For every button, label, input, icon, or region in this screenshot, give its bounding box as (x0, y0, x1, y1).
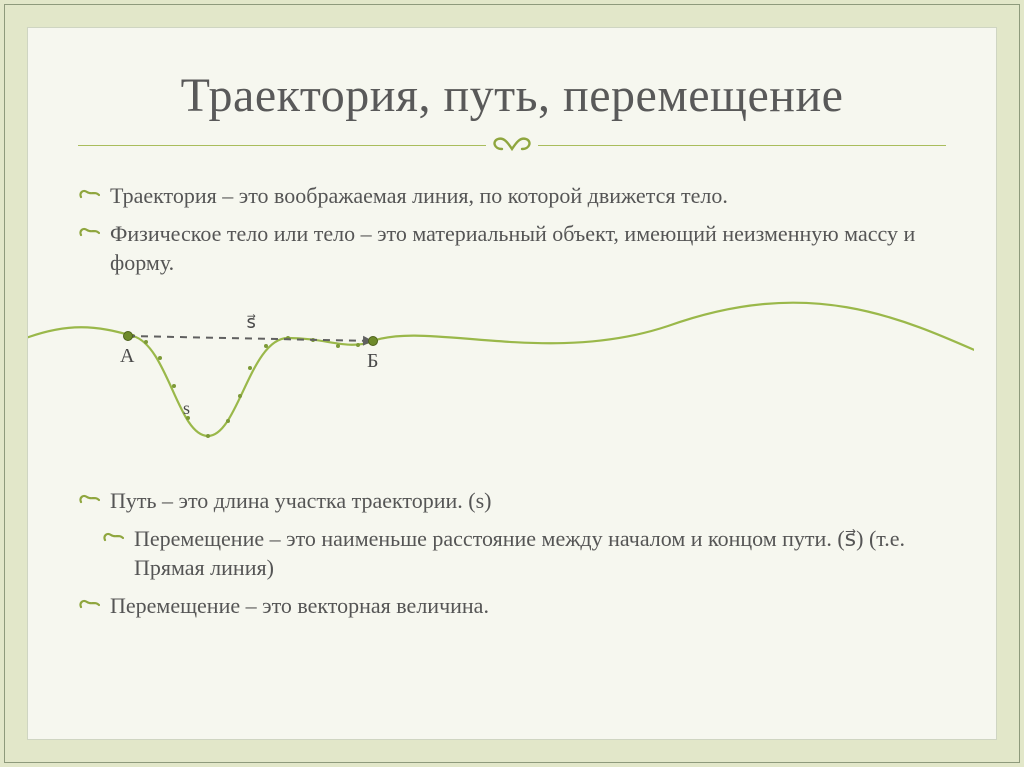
bullet-icon (78, 490, 100, 510)
trajectory-curve (28, 303, 974, 436)
title-divider (78, 131, 946, 159)
label-b: Б (367, 350, 378, 372)
slide-outer-frame: Траектория, путь, перемещение Траектория… (4, 4, 1020, 763)
list-item: Путь – это длина участка траектории. (s) (78, 486, 946, 516)
list-item: Физическое тело или тело – это материаль… (78, 219, 946, 278)
label-s-path: s (183, 398, 190, 418)
bullet-text: Перемещение – это векторная величина. (110, 591, 489, 621)
bullet-icon (78, 185, 100, 205)
slide-panel: Траектория, путь, перемещение Траектория… (27, 27, 997, 740)
page-title: Траектория, путь, перемещение (78, 68, 946, 123)
bullet-icon (78, 223, 100, 243)
list-item: Траектория – это воображаемая линия, по … (78, 181, 946, 211)
list-item: Перемещение – это векторная величина. (78, 591, 946, 621)
point-a-star (124, 332, 133, 341)
bullet-text: Перемещение – это наименьше расстояние м… (134, 524, 946, 583)
trajectory-diagram: А Б s⃗ s (28, 286, 996, 476)
divider-line-right (538, 145, 946, 146)
bullet-list-lower: Путь – это длина участка траектории. (s)… (78, 486, 946, 621)
point-b-star (369, 337, 378, 346)
curve-dots (131, 334, 375, 438)
bullet-icon (78, 595, 100, 615)
bullet-text: Траектория – это воображаемая линия, по … (110, 181, 728, 211)
label-s-vector: s⃗ (247, 312, 256, 332)
flourish-icon (486, 131, 538, 159)
bullet-text: Путь – это длина участка траектории. (s) (110, 486, 492, 516)
bullet-text: Физическое тело или тело – это материаль… (110, 219, 946, 278)
bullet-list: Траектория – это воображаемая линия, по … (78, 181, 946, 278)
bullet-icon (102, 528, 124, 548)
diagram-svg: А Б s⃗ s (28, 286, 974, 476)
divider-line-left (78, 145, 486, 146)
list-item: Перемещение – это наименьше расстояние м… (102, 524, 946, 583)
label-a: А (120, 345, 135, 367)
displacement-line (128, 336, 363, 341)
